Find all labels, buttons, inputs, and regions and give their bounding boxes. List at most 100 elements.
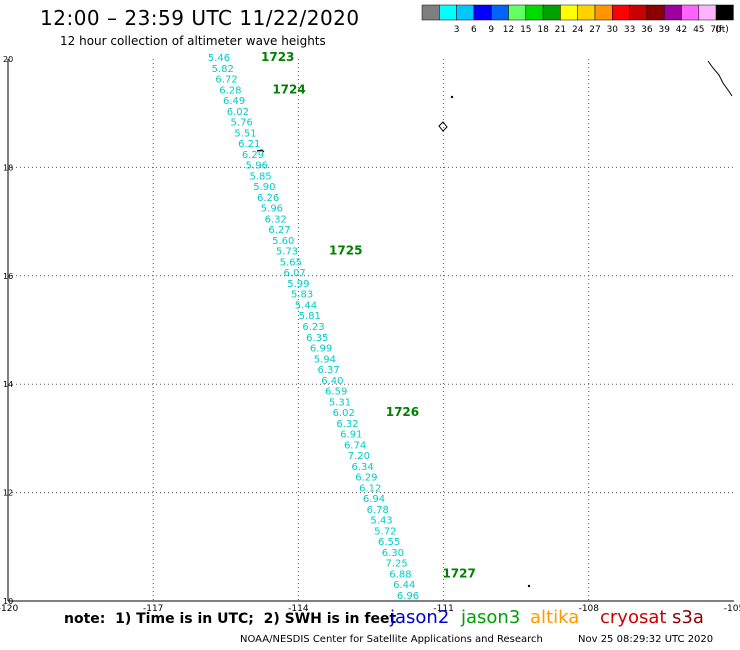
legend-tick-label: 21 (555, 25, 566, 35)
wave-height-label: 6.72 (215, 75, 237, 86)
wave-height-label: 6.78 (367, 505, 389, 516)
longitude-label: -111 (433, 604, 453, 614)
wave-height-label: 6.91 (340, 430, 362, 441)
wave-height-label: 6.96 (397, 591, 419, 602)
pass-number-label: 1725 (329, 244, 362, 258)
latitude-label: 14 (3, 380, 13, 389)
latitude-label: 12 (3, 489, 13, 498)
satellite-jason2-label: jason2 (390, 607, 450, 628)
wave-height-label: 6.59 (325, 387, 347, 398)
wave-height-label: 6.02 (227, 107, 249, 118)
wave-height-label: 6.32 (265, 214, 287, 225)
wave-height-label: 5.43 (370, 516, 392, 527)
wave-height-label: 5.90 (253, 182, 275, 193)
legend-tick-label: 36 (641, 25, 653, 35)
wave-height-label: 5.85 (249, 171, 271, 182)
legend-tick-label: 42 (676, 25, 687, 35)
wave-height-label: 6.74 (344, 440, 366, 451)
wave-height-label: 6.29 (355, 473, 377, 484)
legend-tick-label: 3 (454, 25, 460, 35)
pass-number-label: 1726 (386, 405, 419, 419)
wave-height-label: 5.44 (295, 300, 317, 311)
wave-height-label: 6.21 (238, 139, 260, 150)
wave-height-label: 6.44 (393, 580, 415, 591)
legend-tick-label: 30 (607, 25, 619, 35)
pass-number-label: 1724 (272, 82, 305, 96)
wave-height-label: 6.49 (223, 96, 245, 107)
wave-height-label: 5.60 (272, 236, 294, 247)
wave-height-label: 6.88 (389, 569, 411, 580)
wave-height-label: 5.83 (291, 290, 313, 301)
latitude-label: 10 (3, 597, 13, 606)
wave-height-label: 6.02 (333, 408, 355, 419)
wave-height-label: 5.94 (314, 354, 336, 365)
wave-height-label: 6.32 (336, 419, 358, 430)
satellite-altika-label: altika (530, 607, 580, 628)
wave-height-label: 5.73 (276, 247, 298, 258)
legend-tick-label: 24 (572, 25, 584, 35)
legend-tick-label: 6 (471, 25, 477, 35)
longitude-label: -120 (0, 604, 18, 614)
longitude-label: -114 (288, 604, 309, 614)
latitude-label: 20 (3, 55, 13, 64)
legend-tick-label: 70 (710, 25, 722, 35)
legend-tick-label: 33 (624, 25, 635, 35)
wave-height-label: 7.20 (348, 451, 370, 462)
wave-height-label: 6.29 (242, 150, 264, 161)
coastline-outline (707, 60, 733, 97)
wave-height-label: 6.26 (257, 193, 279, 204)
legend-unit-label: (ft) (715, 25, 729, 35)
wave-height-label: 5.96 (261, 204, 283, 215)
satellite-cryosat-label: cryosat (600, 607, 667, 628)
note-text: note: 1) Time is in UTC; 2) SWH is in fe… (64, 611, 397, 627)
island-outline (256, 149, 265, 153)
wave-height-label: 6.12 (359, 483, 381, 494)
wave-height-label: 6.99 (310, 344, 332, 355)
satellite-s3a-label: s3a (672, 607, 704, 628)
wave-height-label: 6.35 (306, 333, 328, 344)
island-dot (527, 584, 531, 588)
wave-height-label: 6.40 (321, 376, 343, 387)
legend-tick-label: 45 (693, 25, 704, 35)
legend-tick-label: 9 (488, 25, 494, 35)
latitude-label: 18 (3, 163, 13, 172)
wave-height-label: 5.82 (212, 64, 234, 75)
wave-height-label: 5.65 (280, 257, 302, 268)
color-legend: 3 6 9 12 15 18 21 24 27 30 33 36 39 42 45 70(ft) (421, 4, 734, 35)
wave-height-label: 5.76 (231, 118, 253, 129)
footer-timestamp: Nov 25 08:29:32 UTC 2020 (578, 634, 714, 645)
pass-number-label: 1727 (442, 566, 475, 580)
legend-tick-label: 12 (503, 25, 514, 35)
page-title: 12:00 – 23:59 UTC 11/22/2020 (40, 6, 360, 30)
island-dot (450, 95, 454, 99)
longitude-label: -117 (143, 604, 163, 614)
longitude-label: -108 (579, 604, 600, 614)
wave-height-label: 5.96 (246, 161, 268, 172)
wave-height-label: 5.99 (287, 279, 309, 290)
footer-credit: NOAA/NESDIS Center for Satellite Applica… (240, 634, 543, 645)
wave-height-label: 6.30 (382, 548, 404, 559)
legend-tick-label: 18 (537, 25, 549, 35)
legend-tick-label: 39 (658, 25, 670, 35)
latitude-label: 16 (3, 272, 13, 281)
pass-number-label: 1723 (261, 50, 294, 64)
wave-height-label: 5.72 (374, 526, 396, 537)
legend-tick-label: 27 (589, 25, 600, 35)
satellite-jason3-label: jason3 (461, 607, 521, 628)
wave-height-label: 6.37 (317, 365, 339, 376)
wave-height-label: 5.46 (208, 53, 230, 64)
legend-tick-label: 15 (520, 25, 531, 35)
wave-height-label: 5.51 (234, 128, 256, 139)
island-outline (438, 121, 448, 132)
wave-height-label: 6.34 (352, 462, 374, 473)
longitude-label: -105 (724, 604, 740, 614)
wave-height-label: 5.81 (299, 311, 321, 322)
map-plot: -120 -117 -114 -111 -108 -105 20 18 16 14 12 10 5.46… (0, 50, 740, 614)
page-subtitle: 12 hour collection of altimeter wave hei… (60, 34, 326, 48)
wave-height-label: 6.07 (283, 268, 305, 279)
wave-height-label: 6.23 (302, 322, 324, 333)
wave-height-label: 6.94 (363, 494, 385, 505)
wave-height-label: 6.55 (378, 537, 400, 548)
wave-height-label: 7.25 (386, 559, 408, 570)
wave-height-label: 6.28 (219, 85, 241, 96)
